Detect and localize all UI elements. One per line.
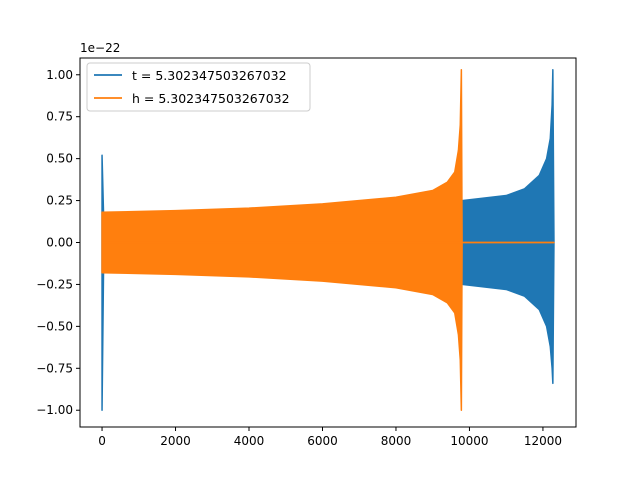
x-tick-label: 2000 [160,434,191,448]
x-tick-label: 12000 [524,434,562,448]
x-tick-label: 10000 [450,434,488,448]
y-tick-label: −0.50 [36,319,73,333]
x-tick-label: 8000 [381,434,412,448]
y-tick-label: −0.75 [36,361,73,375]
y-tick-label: −1.00 [36,403,73,417]
x-tick-label: 6000 [307,434,338,448]
legend-label-h: h = 5.302347503267032 [132,91,290,106]
y-tick-label: 0.75 [46,110,73,124]
x-tick-label: 4000 [234,434,265,448]
ticks: 0 2000 4000 6000 8000 10000 12000 −1.00 −0.75 −0.… [36,68,562,448]
legend-label-t: t = 5.302347503267032 [132,68,287,83]
legend: t = 5.302347503267032 h = 5.302347503267… [86,62,311,112]
y-tick-label: 1.00 [46,68,73,82]
y-offset-text: 1e−22 [80,41,120,55]
x-tick-label: 0 [98,434,106,448]
y-tick-label: −0.25 [36,277,73,291]
y-tick-label: 0.00 [46,236,73,250]
plot-area [79,57,577,428]
y-tick-label: 0.25 [46,194,73,208]
legend-box [86,62,311,112]
series-group [101,68,555,411]
y-tick-label: 0.50 [46,152,73,166]
